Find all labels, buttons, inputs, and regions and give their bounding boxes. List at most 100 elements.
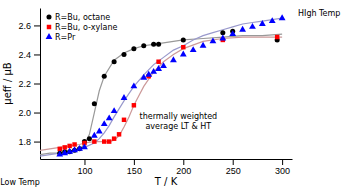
scatter-point (141, 43, 146, 48)
legend-symbol (46, 14, 51, 19)
tick: 2.4 (18, 50, 40, 60)
scatter-point (66, 148, 73, 154)
tick: 150 (127, 159, 142, 176)
tick: 1.8 (18, 137, 40, 147)
plot: 100 150 200 250 300 1.8 2.0 2.2 2.4 2.6 R=Bu, octa… (18, 9, 292, 177)
scatter-point (102, 139, 106, 143)
tick-mark (84, 159, 85, 165)
scatter-point (229, 30, 236, 36)
scatter-point (117, 132, 121, 136)
tick: 2.6 (18, 21, 40, 31)
scatter-point (96, 127, 103, 133)
tick: 2.2 (18, 79, 40, 89)
scatter-point (112, 136, 116, 140)
fit-curve (40, 34, 282, 155)
scatter-point (130, 82, 137, 88)
tick-label: 1.8 (18, 137, 31, 147)
scatter-point (181, 45, 185, 49)
tick: 300 (275, 159, 290, 176)
scatter-point (181, 37, 186, 42)
tick-label: 2.0 (18, 108, 31, 118)
annotation: Low Temp (0, 178, 40, 187)
scatter-point (259, 20, 266, 26)
marks (40, 14, 286, 156)
scatter-point (56, 151, 63, 157)
tick: 100 (77, 159, 92, 176)
scatter-point (107, 139, 111, 143)
legend-symbol (46, 33, 53, 39)
legend-label: R=Pr (55, 33, 76, 42)
legend-item: R=Bu, o-xylane (47, 23, 118, 32)
scatter-point (61, 149, 68, 155)
scatter-point (62, 145, 66, 149)
scatter-point (160, 62, 167, 68)
scatter-point (269, 17, 276, 23)
tick-mark (134, 159, 135, 165)
tick-mark (34, 142, 40, 143)
scatter-point (249, 23, 256, 29)
scatter-point (111, 107, 118, 113)
tick-label: 300 (275, 166, 290, 176)
legend: R=Bu, octaneR=Bu, o-xylaneR=Pr (46, 13, 118, 42)
fit-curve (40, 37, 282, 150)
scatter-point (58, 147, 62, 151)
scatter-point (67, 144, 71, 148)
scatter-point (122, 118, 126, 122)
tick: 250 (226, 159, 241, 176)
legend-label: R=Bu, o-xylane (55, 23, 118, 32)
annotation: HIgh Temp (298, 9, 340, 18)
tick-label: 250 (226, 166, 241, 176)
scatter-point (219, 35, 226, 41)
tick: 2.0 (18, 108, 40, 118)
scatter-point (156, 59, 160, 63)
tick-label: 100 (77, 166, 92, 176)
scatter-point (180, 51, 187, 57)
scatter-point (71, 146, 78, 152)
annotation: thermally weightedaverage LT & HT (140, 112, 218, 131)
y-axis: 1.8 2.0 2.2 2.4 2.6 (18, 9, 40, 160)
scatter-point (121, 52, 126, 57)
scatter-point (156, 42, 161, 47)
scatter-point (210, 37, 217, 43)
scatter-point (102, 74, 107, 79)
scatter-point (121, 94, 128, 100)
fit-curve (40, 18, 282, 156)
scatter-point (275, 35, 279, 39)
scatter-point (239, 26, 246, 32)
tick-mark (34, 84, 40, 85)
y-axis-title: μeff / μB (2, 62, 13, 104)
scatter-point (190, 46, 197, 52)
tick-label: 2.4 (18, 50, 31, 60)
legend-symbol (47, 25, 51, 29)
scatter-point (220, 30, 225, 35)
legend-item: R=Pr (46, 33, 76, 42)
scatter-point (92, 101, 97, 106)
tick-mark (34, 25, 40, 26)
tick: 200 (176, 159, 191, 176)
scatter-point (81, 143, 88, 149)
tick-label: 2.2 (18, 79, 31, 89)
scatter-point (92, 139, 96, 143)
tick-mark (34, 113, 40, 114)
scatter-point (106, 114, 113, 120)
x-axis-line (41, 159, 293, 160)
scatter-point (76, 145, 83, 151)
scatter-point (170, 56, 177, 62)
chart: 100 150 200 250 300 1.8 2.0 2.2 2.4 2.6 R=Bu, octa… (0, 0, 348, 189)
scatter-point (112, 59, 117, 64)
tick-mark (282, 159, 283, 165)
scatter-point (279, 14, 286, 20)
scatter-point (132, 103, 136, 107)
x-axis: 100 150 200 250 300 (41, 159, 293, 176)
tick-label: 2.6 (18, 21, 31, 31)
legend-label: R=Bu, octane (55, 13, 110, 22)
scatter-point (72, 142, 76, 146)
tick-label: 150 (127, 166, 142, 176)
scatter-point (87, 136, 92, 141)
scatter-point (131, 46, 136, 51)
tick-label: 200 (176, 166, 191, 176)
y-axis-line (40, 9, 41, 160)
x-axis-title: T / K (154, 176, 178, 187)
scatter-point (200, 42, 207, 48)
legend-item: R=Bu, octane (46, 13, 110, 22)
